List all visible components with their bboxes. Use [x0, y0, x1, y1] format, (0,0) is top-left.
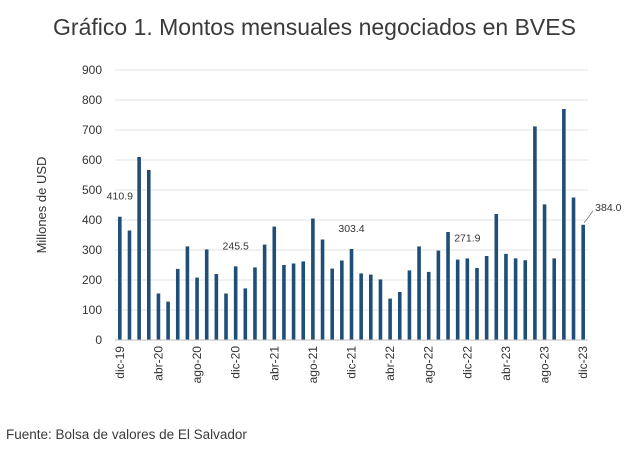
- bar-nov-23: [571, 197, 576, 340]
- y-tick-label: 200: [82, 273, 102, 287]
- bar-nov-20: [224, 293, 228, 340]
- y-tick-label: 100: [82, 303, 102, 317]
- bar-sep-21: [320, 239, 325, 340]
- x-axis-ticks: dic-19 abr-20 ago-20 dic-20 abr-21 ago-21 dic-…: [113, 346, 590, 384]
- x-tick-label: dic-21: [345, 346, 359, 379]
- bar-nov-21: [340, 260, 344, 340]
- bar-may-21: [282, 265, 286, 340]
- x-tick-label: dic-20: [229, 346, 243, 379]
- bar-ene-20: [127, 230, 132, 340]
- bar-dic-19: [118, 216, 122, 340]
- bar-jun-21: [291, 263, 296, 340]
- data-label-leader: [583, 210, 594, 224]
- bar-sep-22: [436, 250, 441, 340]
- bar-abr-20: [156, 293, 161, 340]
- x-tick-label: abr-23: [499, 346, 513, 381]
- data-label: 245.5: [223, 240, 249, 252]
- y-tick-label: 900: [82, 63, 102, 77]
- bar-feb-23: [484, 256, 489, 340]
- bar-ago-23: [542, 204, 547, 340]
- bar-oct-22: [446, 232, 450, 340]
- x-tick-label: abr-20: [151, 346, 165, 381]
- bar-jun-20: [175, 268, 180, 340]
- chart-title: Gráfico 1. Montos mensuales negociados e…: [53, 14, 576, 40]
- x-tick-label: dic-23: [576, 346, 590, 379]
- y-tick-label: 300: [82, 243, 102, 257]
- y-axis-title: Millones de USD: [34, 157, 49, 254]
- bar-oct-21: [330, 268, 334, 340]
- data-labels: 410.9 245.5 303.4 271.9 384.0: [107, 191, 622, 253]
- x-tick-label: abr-21: [267, 346, 281, 381]
- x-tick-label: ago-20: [190, 346, 204, 384]
- source-note: Fuente: Bolsa de valores de El Salvador: [6, 427, 247, 442]
- bar-jul-23: [533, 126, 537, 341]
- bar-mar-22: [378, 279, 383, 340]
- bar-mar-21: [262, 244, 267, 340]
- x-tick-label: ago-22: [422, 346, 436, 384]
- x-tick-label: dic-19: [113, 346, 127, 379]
- bar-dic-21: [349, 248, 354, 340]
- bar-oct-20: [214, 274, 219, 340]
- bar-nov-22: [455, 259, 460, 340]
- bar-may-22: [397, 292, 402, 340]
- data-label: 410.9: [107, 191, 133, 203]
- bar-sep-20: [204, 249, 209, 340]
- bar-may-20: [166, 301, 170, 340]
- bar-abr-23: [504, 253, 508, 340]
- bar-may-23: [513, 258, 518, 340]
- x-tick-label: abr-22: [383, 346, 397, 381]
- bar-abr-22: [388, 298, 392, 340]
- bar-dic-22: [465, 258, 470, 340]
- bar-ago-22: [426, 271, 431, 340]
- x-tick-label: dic-22: [460, 346, 474, 379]
- y-tick-label: 400: [82, 213, 102, 227]
- y-tick-label: 0: [95, 333, 102, 347]
- y-axis-ticks: 0 100 200 300 400 500 600 700 800 900: [82, 63, 102, 347]
- bars: [118, 109, 585, 341]
- bar-ago-20: [195, 277, 199, 340]
- x-tick-label: ago-21: [306, 346, 320, 384]
- bar-feb-21: [253, 267, 257, 340]
- data-label: 384.0: [595, 202, 621, 214]
- bar-oct-23: [562, 109, 566, 340]
- data-label: 271.9: [454, 232, 480, 244]
- bar-ene-23: [475, 268, 479, 340]
- bar-jun-22: [407, 270, 412, 340]
- bar-jul-21: [301, 261, 306, 340]
- y-tick-label: 500: [82, 183, 102, 197]
- bar-feb-20: [137, 157, 141, 340]
- bar-abr-21: [272, 226, 277, 340]
- bar-ago-21: [311, 218, 315, 340]
- bar-ene-22: [359, 273, 363, 340]
- bar-sep-23: [552, 258, 557, 340]
- data-label: 303.4: [338, 223, 364, 235]
- y-tick-label: 600: [82, 153, 102, 167]
- y-tick-label: 800: [82, 93, 102, 107]
- bar-ene-21: [243, 288, 248, 340]
- bar-jul-20: [185, 246, 190, 340]
- y-tick-label: 700: [82, 123, 102, 137]
- bar-mar-23: [494, 214, 499, 340]
- bar-dic-23: [581, 224, 585, 340]
- bar-mar-20: [146, 169, 151, 340]
- x-tick-label: ago-23: [538, 346, 552, 384]
- bar-feb-22: [369, 274, 373, 340]
- bar-jul-22: [417, 246, 421, 340]
- bar-jun-23: [523, 260, 528, 340]
- bar-dic-20: [233, 266, 238, 340]
